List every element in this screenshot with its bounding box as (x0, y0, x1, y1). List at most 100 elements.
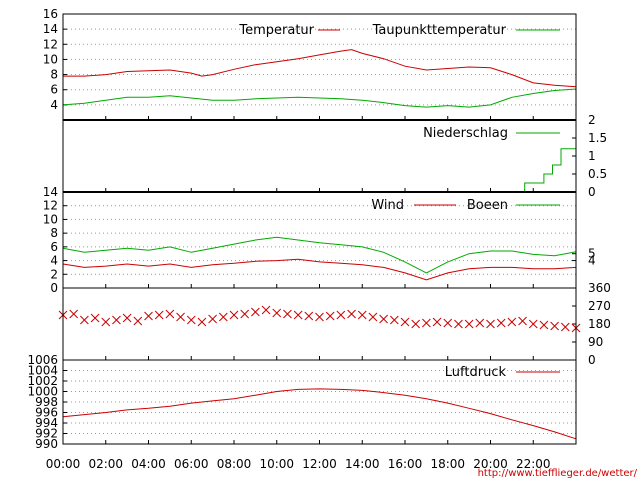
wind-direction-point (486, 319, 495, 329)
wind-direction-point (560, 322, 570, 332)
wind-direction-point (80, 315, 89, 325)
y2-tick-label: 1.5 (588, 131, 607, 145)
y2-tick-label: 4 (588, 254, 596, 268)
y2-tick-label: 90 (588, 335, 603, 349)
y-tick-label: 996 (35, 406, 58, 420)
wind-direction-point (208, 314, 217, 324)
wind-direction-point (304, 311, 314, 321)
panel-frame (62, 359, 577, 445)
legend-label: Taupunkttemperatur (372, 23, 507, 38)
panel-2: 0 0.5 1 1.5 2 Niederschlag (62, 113, 607, 199)
wind-direction-point (325, 311, 335, 321)
series-line-temperatur (63, 49, 577, 88)
wind-direction-point (507, 317, 517, 327)
wind-direction-point (186, 315, 196, 325)
y2-tick-label: 0 (588, 353, 596, 367)
wind-direction-point (539, 320, 549, 330)
y-tick-label: 6 (50, 240, 58, 254)
wind-direction-point (90, 313, 100, 323)
x-tick-label: 18:00 (430, 457, 465, 471)
series-line-wind (62, 258, 577, 281)
y2-tick-label: 5 (588, 247, 596, 261)
y-tick-label: 994 (35, 416, 58, 430)
y-tick-label: 10 (43, 52, 58, 66)
y-tick-label: 1000 (27, 385, 58, 399)
y2-tick-label: 2 (588, 113, 596, 127)
series-line-luftdruck (62, 388, 577, 440)
y-tick-label: 998 (35, 395, 58, 409)
x-tick-label: 08:00 (217, 457, 252, 471)
wind-direction-point (336, 310, 346, 320)
wind-direction-point (165, 309, 175, 319)
wind-direction-point (315, 312, 324, 322)
wind-direction-point (422, 318, 431, 328)
y-tick-label: 0 (50, 281, 58, 295)
y-tick-label: 16 (43, 7, 58, 21)
y-tick-label: 990 (35, 437, 58, 451)
y-tick-label: 12 (43, 199, 58, 213)
y-tick-label: 14 (43, 185, 58, 199)
wind-direction-point (357, 310, 367, 320)
y-tick-label: 1006 (27, 353, 58, 367)
y-tick-label: 4 (50, 98, 58, 112)
wind-direction-point (411, 319, 421, 329)
y2-tick-label: 360 (588, 281, 611, 295)
x-tick-label: 04:00 (131, 457, 166, 471)
wind-direction-point (347, 309, 356, 319)
y-tick-label: 6 (50, 83, 58, 97)
wind-direction-point (496, 318, 506, 328)
wind-direction-point (400, 317, 410, 327)
wind-direction-point (454, 319, 463, 329)
series-line-taupunkttemperatur (62, 88, 577, 108)
wind-direction-point (518, 316, 527, 326)
series-line-niederschlag (63, 148, 576, 193)
legend-label: Boeen (467, 198, 508, 213)
y-tick-label: 8 (50, 226, 58, 240)
x-tick-label: 20:00 (473, 457, 508, 471)
y-tick-label: 992 (35, 427, 58, 441)
x-tick-label: 22:00 (516, 457, 551, 471)
x-tick-label: 06:00 (174, 457, 209, 471)
x-tick-label: 00:00 (46, 457, 81, 471)
wind-direction-point (69, 309, 79, 319)
y2-tick-label: 270 (588, 299, 611, 313)
y-tick-label: 1004 (27, 364, 58, 378)
y-tick-label: 10 (43, 212, 58, 226)
y2-tick-label: 0 (588, 185, 596, 199)
x-tick-label: 10:00 (259, 457, 294, 471)
wind-direction-point (261, 305, 271, 315)
y-tick-label: 14 (43, 22, 58, 36)
wind-direction-point (389, 315, 399, 325)
legend-label: Luftdruck (445, 365, 507, 380)
series-line-boeen (62, 236, 577, 274)
y2-tick-label: 0.5 (588, 167, 607, 181)
wind-direction-point (293, 310, 303, 320)
wind-direction-point (251, 307, 260, 317)
x-tick-label: 12:00 (302, 457, 337, 471)
wind-direction-point (443, 318, 453, 328)
wind-direction-point (112, 315, 121, 325)
wind-direction-point (176, 312, 185, 322)
x-tick-label: 14:00 (345, 457, 380, 471)
wind-direction-point (379, 314, 388, 324)
y-tick-label: 12 (43, 37, 58, 51)
wind-direction-point (368, 312, 378, 322)
wind-direction-point (464, 319, 474, 329)
panel-4: 0 90 180 270 360 (58, 281, 611, 367)
wind-direction-point (122, 313, 132, 323)
source-url[interactable]: http://www.tiefflieger.de/wetter/ (478, 468, 638, 479)
wind-direction-point (240, 309, 250, 319)
wind-direction-point (229, 310, 239, 320)
y-tick-label: 1002 (27, 374, 58, 388)
y-tick-label: 8 (50, 68, 58, 82)
wind-direction-point (550, 321, 559, 331)
wind-direction-point (272, 308, 282, 318)
wind-direction-point (528, 319, 538, 329)
wind-direction-point (218, 312, 228, 322)
wind-direction-point (197, 317, 207, 327)
legend-label: Wind (371, 198, 404, 213)
